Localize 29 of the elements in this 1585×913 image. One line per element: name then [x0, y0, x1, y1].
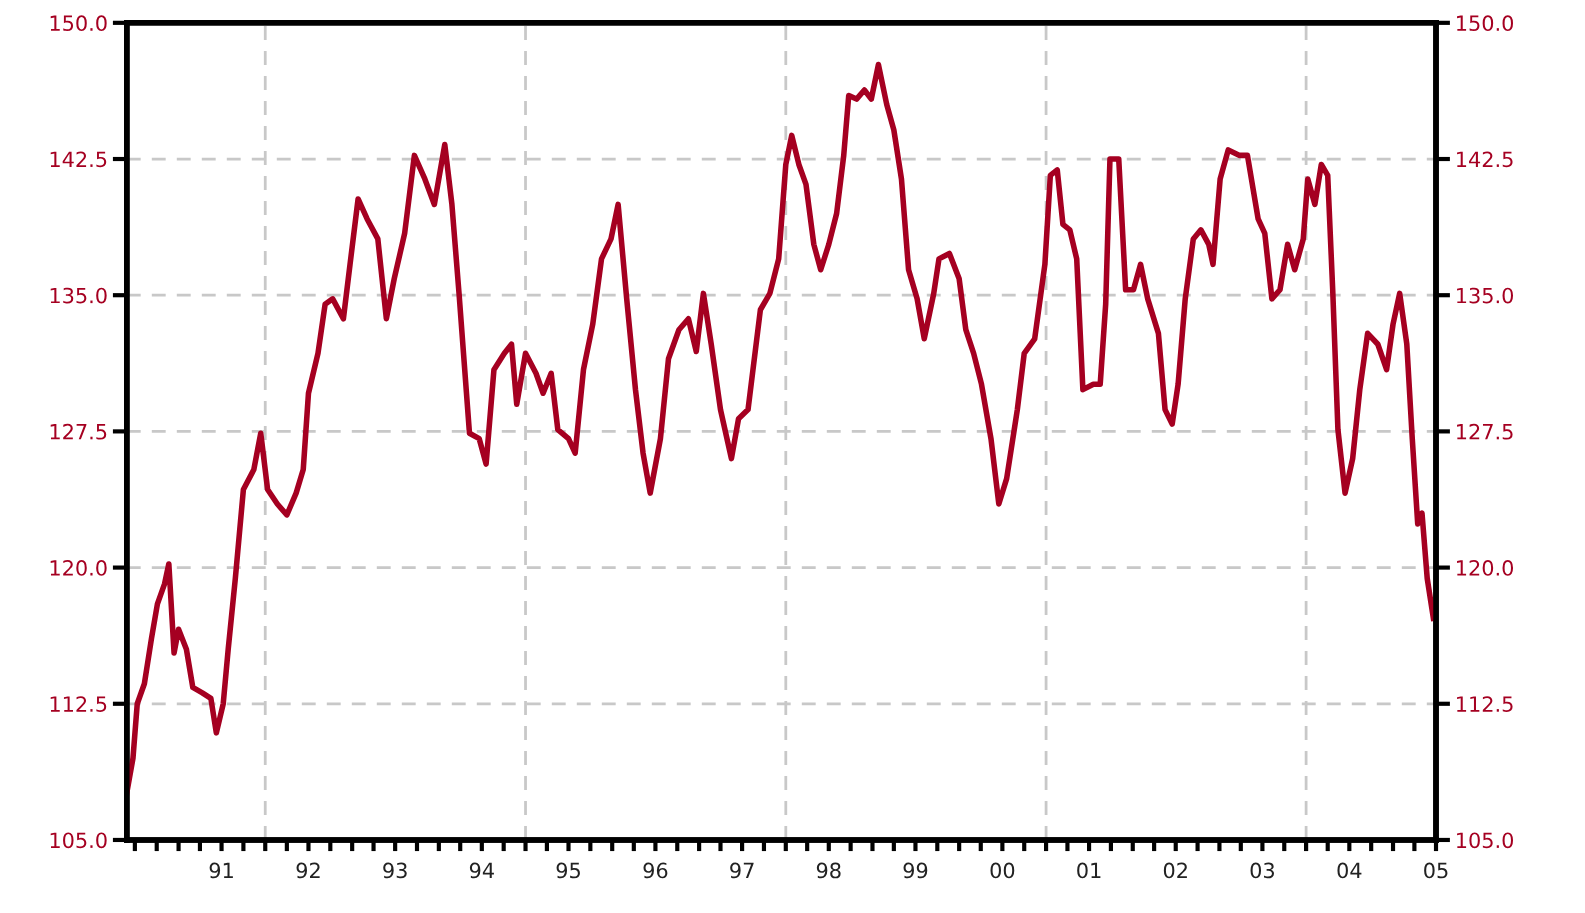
y2-tick-label: 135.0 — [1457, 287, 1514, 304]
x-tick-label: 91 — [209, 862, 233, 879]
y-tick-label: 135.0 — [50, 287, 107, 304]
y-tick-label: 112.5 — [50, 696, 107, 712]
x-tick-label: 94 — [469, 862, 494, 879]
x-tick-label: 95 — [556, 862, 580, 879]
x-tick-label: 05 — [1424, 862, 1448, 879]
x-tick-label: 92 — [296, 862, 320, 879]
x-tick-label: 00 — [990, 862, 1015, 879]
y-tick-label: 120.0 — [50, 560, 107, 576]
y-tick-label: 105.0 — [50, 832, 107, 849]
y2-tick-label: 142.5 — [1457, 151, 1513, 168]
y2-tick-label: 150.0 — [1457, 15, 1514, 32]
x-tick-label: 97 — [730, 862, 754, 879]
y2-tick-label: 127.5 — [1457, 423, 1513, 440]
y-tick-label: 127.5 — [50, 423, 107, 440]
x-tick-label: 99 — [903, 862, 928, 879]
y-tick-label: 142.5 — [50, 151, 107, 168]
x-tick-label: 03 — [1250, 862, 1274, 879]
y2-tick-label: 112.5 — [1457, 696, 1513, 712]
x-tick-label: 02 — [1163, 862, 1187, 879]
x-tick-label: 98 — [816, 862, 841, 879]
x-tick-label: 93 — [383, 862, 407, 879]
y-tick-label: 150.0 — [50, 15, 107, 32]
x-tick-label: 01 — [1077, 862, 1101, 879]
x-tick-label: 96 — [643, 862, 668, 879]
y2-tick-label: 120.0 — [1457, 560, 1514, 576]
x-tick-label: 04 — [1337, 862, 1362, 879]
y2-tick-label: 105.0 — [1457, 832, 1514, 849]
